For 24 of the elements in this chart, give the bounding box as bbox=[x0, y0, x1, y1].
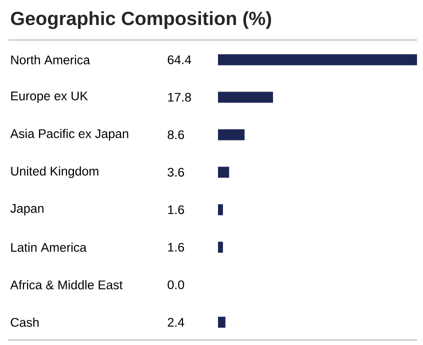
bar bbox=[218, 129, 245, 140]
y-tick-label: United Kingdom bbox=[11, 166, 98, 178]
data-label: 8.6 bbox=[168, 130, 184, 140]
chart-title: Geographic Composition (%) bbox=[10, 11, 272, 30]
data-label: 17.8 bbox=[168, 92, 191, 102]
bar bbox=[218, 166, 230, 178]
data-label: 0.0 bbox=[168, 280, 184, 290]
y-tick-label: Latin America bbox=[11, 242, 87, 252]
y-tick-label: Europe ex UK bbox=[11, 92, 88, 103]
data-label: 2.4 bbox=[168, 318, 184, 327]
y-tick-label: Asia Pacific ex Japan bbox=[10, 128, 128, 141]
data-label: 1.6 bbox=[168, 242, 184, 252]
y-tick-label: Africa & Middle East bbox=[10, 280, 123, 290]
y-tick-label: Cash bbox=[10, 318, 39, 327]
bar bbox=[218, 242, 223, 253]
y-tick-label: Japan bbox=[10, 204, 44, 216]
y-tick-label: North America bbox=[11, 55, 90, 64]
bar bbox=[218, 54, 417, 66]
data-label: 3.6 bbox=[168, 168, 184, 177]
data-label: 1.6 bbox=[168, 205, 184, 214]
bar bbox=[218, 204, 223, 216]
bar bbox=[218, 92, 273, 103]
bar bbox=[218, 316, 226, 328]
data-label: 64.4 bbox=[168, 55, 192, 64]
